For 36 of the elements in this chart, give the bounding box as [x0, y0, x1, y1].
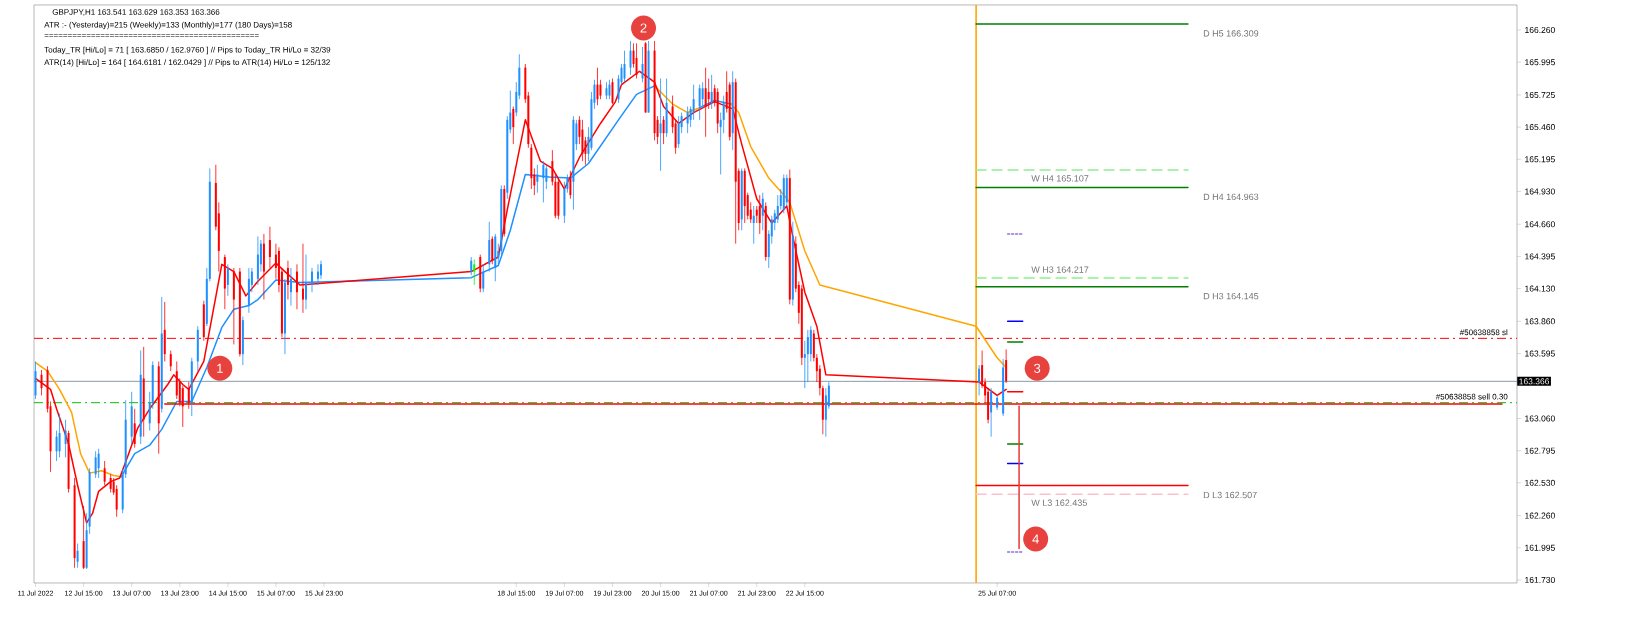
annotation: ============================================== — [44, 34, 259, 37]
series-label: D L3 162.507 — [1203, 491, 1257, 499]
annotation: 1 — [217, 363, 223, 373]
series-label: D H5 166.309 — [1203, 30, 1259, 37]
y-tick-label: 164.930 — [1525, 188, 1555, 195]
y-tick-label: 165.725 — [1525, 91, 1555, 98]
y-tick-label: 161.730 — [1525, 576, 1555, 583]
y-tick-label: 165.195 — [1525, 156, 1555, 163]
chart-title: GBPJPY,H1 163.541 163.629 163.353 163.366 — [52, 9, 220, 16]
y-tick-label: 164.130 — [1525, 285, 1555, 292]
y-tick-label: 165.995 — [1525, 59, 1555, 66]
annotation: 3 — [1034, 363, 1041, 373]
series-label: W H3 164.217 — [1031, 266, 1089, 273]
y-tick-label: 162.260 — [1525, 512, 1555, 519]
series-label: W H4 165.107 — [1031, 175, 1089, 182]
annotation: 2 — [640, 23, 647, 33]
y-tick-label: 165.460 — [1525, 124, 1555, 131]
y-tick-label: 163.595 — [1525, 350, 1555, 357]
y-tick-label: 166.260 — [1525, 26, 1555, 33]
annotation: 4 — [1032, 534, 1039, 544]
annotation: ATR :- (Yesterday)=215 (Weekly)=133 (Monthly)=177 (180 Days)=158 — [44, 21, 292, 30]
series-label: D H4 164.963 — [1203, 193, 1259, 201]
series-label: W L3 162.435 — [1031, 499, 1087, 506]
y-tick-label: 164.395 — [1525, 253, 1555, 260]
annotation: ATR(14) [Hi/Lo] = 164 [ 164.6181 / 162.0429 ] // Pips to ATR(14) Hi/Lo = 125/132 — [44, 59, 330, 67]
y-tick-label: 162.530 — [1525, 479, 1555, 486]
annotation: Today_TR [Hi/Lo] = 71 [ 163.6850 / 162.9760 ] // Pips to Today_TR Hi/Lo = 32/39 — [44, 46, 331, 55]
y-tick-label: 163.860 — [1525, 318, 1555, 325]
y-tick-label: 164.660 — [1525, 221, 1555, 228]
ref-line-label: 163.366 — [1519, 378, 1550, 385]
y-tick-label: 162.795 — [1525, 447, 1555, 454]
series-label: D H3 164.145 — [1203, 292, 1259, 300]
ref-line-label: #50638858 sell 0.30 — [1435, 393, 1508, 400]
ref-line-label: #50638858 sl — [1459, 329, 1508, 336]
y-tick-label: 161.995 — [1525, 544, 1555, 551]
y-tick-label: 163.060 — [1525, 415, 1555, 422]
